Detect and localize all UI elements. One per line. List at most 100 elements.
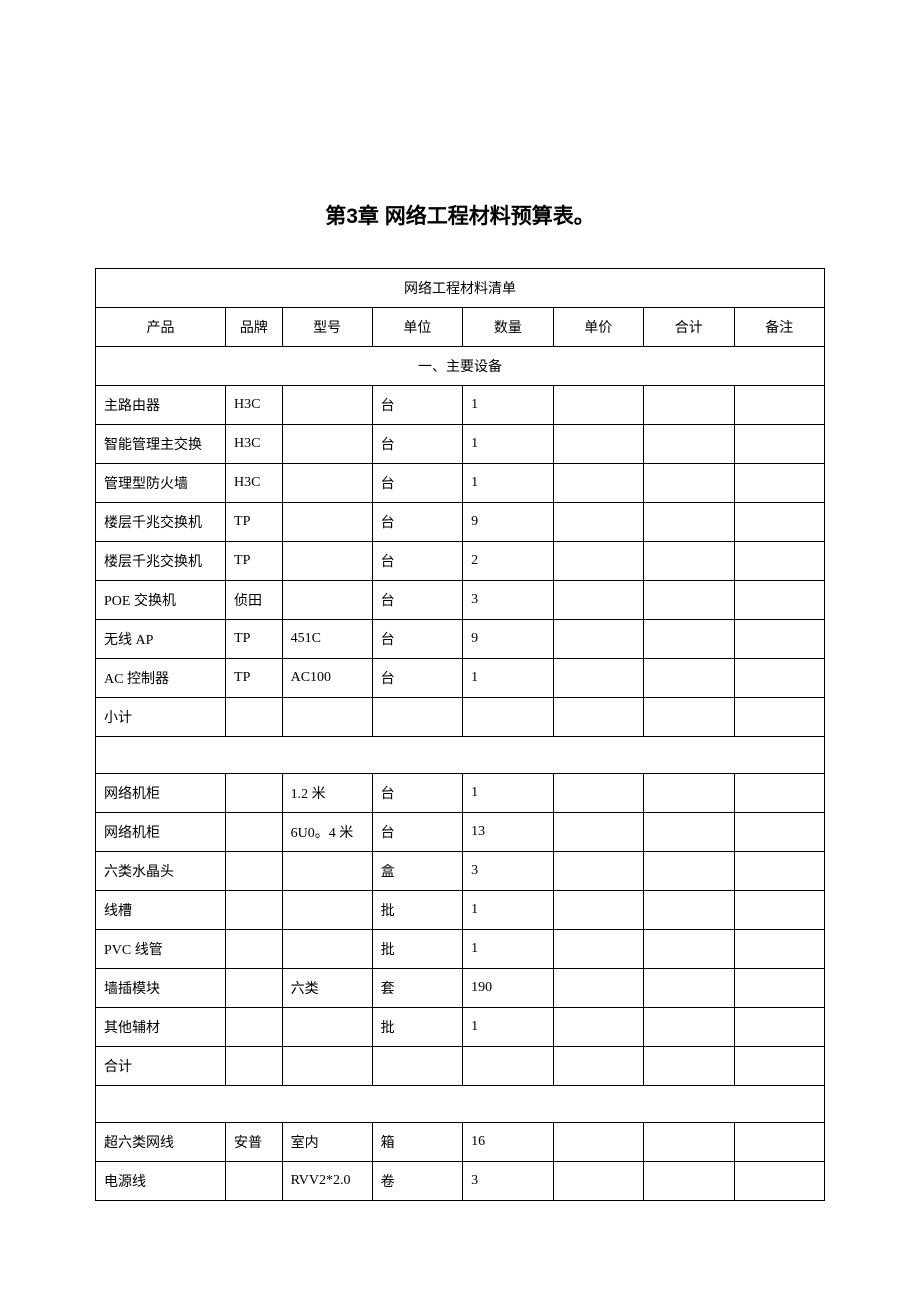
table-cell: 1 xyxy=(463,930,553,969)
table-cell xyxy=(282,1008,372,1047)
table-cell xyxy=(734,774,825,813)
table-cell xyxy=(734,386,825,425)
table-cell: 楼层千兆交换机 xyxy=(96,542,226,581)
table-cell xyxy=(553,503,643,542)
table-cell: TP xyxy=(226,620,283,659)
table-cell: 6U0。4 米 xyxy=(282,813,372,852)
table-cell xyxy=(734,1008,825,1047)
table-cell: 电源线 xyxy=(96,1162,226,1201)
table-cell: 台 xyxy=(372,813,462,852)
table-row: 电源线RVV2*2.0卷3 xyxy=(96,1162,825,1201)
table-cell xyxy=(226,891,283,930)
table-row: 超六类网线安普室内箱16 xyxy=(96,1123,825,1162)
table-cell xyxy=(734,930,825,969)
table-cell xyxy=(553,1123,643,1162)
table-cell xyxy=(372,698,462,737)
table-cell: 批 xyxy=(372,891,462,930)
table-cell: 其他辅材 xyxy=(96,1008,226,1047)
table-cell xyxy=(734,1162,825,1201)
column-header: 产品 xyxy=(96,308,226,347)
table-cell: H3C xyxy=(226,386,283,425)
table-cell xyxy=(644,386,734,425)
table-cell: 小计 xyxy=(96,698,226,737)
table-cell xyxy=(644,1162,734,1201)
table-cell: 3 xyxy=(463,581,553,620)
table-cell xyxy=(553,1162,643,1201)
table-cell: 台 xyxy=(372,659,462,698)
table-cell xyxy=(282,581,372,620)
table-cell: 批 xyxy=(372,930,462,969)
table-cell: 侦田 xyxy=(226,581,283,620)
table-cell xyxy=(734,464,825,503)
table-cell xyxy=(553,969,643,1008)
table-cell xyxy=(553,698,643,737)
table-row: PVC 线管 批1 xyxy=(96,930,825,969)
table-cell: AC 控制器 xyxy=(96,659,226,698)
column-header: 合计 xyxy=(644,308,734,347)
table-cell xyxy=(553,386,643,425)
table-cell xyxy=(734,1047,825,1086)
table-cell: 管理型防火墙 xyxy=(96,464,226,503)
table-cell: 主路由器 xyxy=(96,386,226,425)
table-cell: 3 xyxy=(463,1162,553,1201)
table-cell xyxy=(644,969,734,1008)
spacer-cell xyxy=(96,1086,825,1123)
column-header: 单价 xyxy=(553,308,643,347)
table-row: 六类水晶头 盒3 xyxy=(96,852,825,891)
table-cell: 1 xyxy=(463,659,553,698)
table-cell: 1 xyxy=(463,386,553,425)
table-cell: H3C xyxy=(226,464,283,503)
table-cell: H3C xyxy=(226,425,283,464)
column-header: 单位 xyxy=(372,308,462,347)
table-cell: 9 xyxy=(463,503,553,542)
table-cell xyxy=(553,464,643,503)
table-cell: 六类水晶头 xyxy=(96,852,226,891)
table-cell xyxy=(644,503,734,542)
table-cell xyxy=(644,464,734,503)
table-cell xyxy=(226,1008,283,1047)
table-cell: 451C xyxy=(282,620,372,659)
table-cell: TP xyxy=(226,542,283,581)
table-cell: 16 xyxy=(463,1123,553,1162)
table-cell: 台 xyxy=(372,542,462,581)
table-cell xyxy=(226,774,283,813)
table-cell xyxy=(226,969,283,1008)
table-row: 线槽批1 xyxy=(96,891,825,930)
table-cell: 无线 AP xyxy=(96,620,226,659)
table-cell: 盒 xyxy=(372,852,462,891)
table-cell xyxy=(553,891,643,930)
table-cell: 网络机柜 xyxy=(96,774,226,813)
table-cell: AC100 xyxy=(282,659,372,698)
table-cell xyxy=(734,891,825,930)
table-cell xyxy=(553,774,643,813)
table-caption: 网络工程材料清单 xyxy=(96,269,825,308)
table-cell: 套 xyxy=(372,969,462,1008)
table-cell xyxy=(644,659,734,698)
column-header: 数量 xyxy=(463,308,553,347)
table-cell: 楼层千兆交换机 xyxy=(96,503,226,542)
spacer-cell xyxy=(96,737,825,774)
table-cell xyxy=(226,930,283,969)
table-cell: 190 xyxy=(463,969,553,1008)
table-cell xyxy=(553,930,643,969)
table-cell xyxy=(644,891,734,930)
table-row: POE 交换机侦田台3 xyxy=(96,581,825,620)
table-cell xyxy=(226,852,283,891)
table-cell xyxy=(282,464,372,503)
table-cell: 1 xyxy=(463,1008,553,1047)
table-cell: 墙插模块 xyxy=(96,969,226,1008)
table-cell xyxy=(282,852,372,891)
table-cell: 台 xyxy=(372,464,462,503)
table-cell xyxy=(644,930,734,969)
table-cell: 1 xyxy=(463,774,553,813)
table-cell: 箱 xyxy=(372,1123,462,1162)
table-cell xyxy=(282,891,372,930)
table-row: 合计 xyxy=(96,1047,825,1086)
table-cell: 室内 xyxy=(282,1123,372,1162)
table-cell: PVC 线管 xyxy=(96,930,226,969)
table-cell xyxy=(734,581,825,620)
table-cell: TP xyxy=(226,503,283,542)
table-cell xyxy=(644,774,734,813)
table-cell: 3 xyxy=(463,852,553,891)
table-row: 其他辅材批1 xyxy=(96,1008,825,1047)
